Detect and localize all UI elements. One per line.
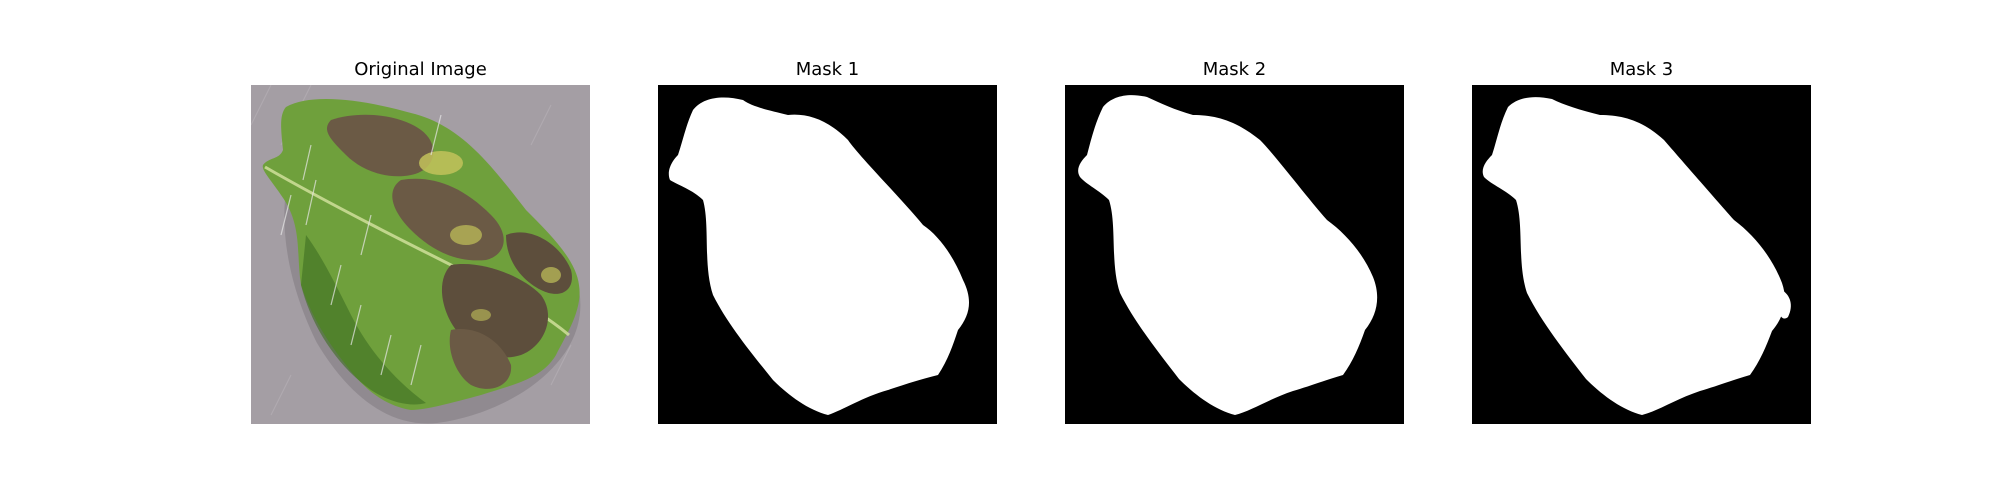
mask-1-image [658, 85, 997, 424]
panel-original-image: Original Image [251, 55, 590, 424]
original-leaf-image [251, 85, 590, 424]
panel-mask-3: Mask 3 [1472, 55, 1811, 424]
panel-mask-2: Mask 2 [1065, 55, 1404, 424]
mask-2-image [1065, 85, 1404, 424]
panel-title-mask-3: Mask 3 [1472, 55, 1811, 85]
panel-title-mask-2: Mask 2 [1065, 55, 1404, 85]
panel-title-mask-1: Mask 1 [658, 55, 997, 85]
panel-mask-1: Mask 1 [658, 55, 997, 424]
panel-title-original: Original Image [251, 55, 590, 85]
mask-3-image [1472, 85, 1811, 424]
